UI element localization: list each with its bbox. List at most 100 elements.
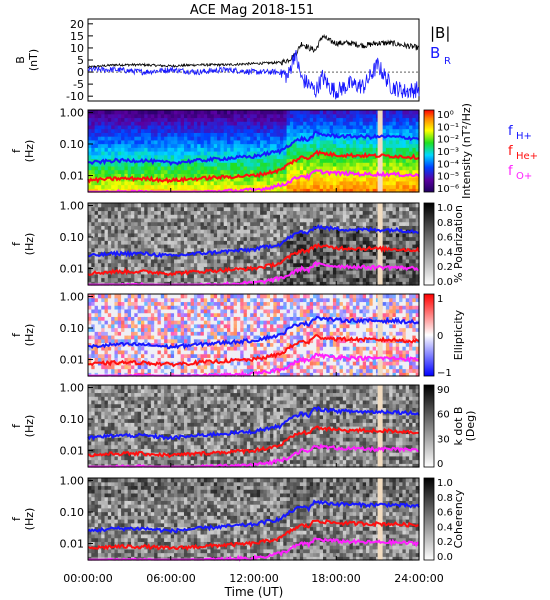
spectrogram-cell [385, 154, 390, 160]
spectrogram-cell [134, 301, 139, 306]
spectrogram-cell [117, 338, 122, 344]
y-tick-label: 0 [77, 66, 84, 79]
spectrogram-cell [154, 180, 159, 186]
spectrogram-cell [266, 229, 271, 234]
spectrogram-cell [157, 151, 162, 156]
spectrogram-cell [137, 180, 142, 186]
spectrogram-cell [104, 132, 109, 137]
spectrogram-cell [329, 217, 334, 223]
spectrogram-cell [144, 173, 149, 178]
spectrogram-cell [147, 180, 152, 186]
spectrogram-cell [147, 349, 152, 355]
spectrogram-cell [170, 273, 175, 279]
spectrogram-cell [164, 169, 169, 174]
spectrogram-cell [213, 113, 218, 119]
spectrogram-cell [240, 262, 245, 267]
spectrogram-cell [160, 277, 165, 282]
spectrogram-cell [131, 136, 135, 141]
y-axis-label: f [10, 241, 23, 246]
spectrogram-cell [117, 353, 122, 358]
spectrogram-cell [88, 316, 92, 321]
spectrogram-cell [124, 180, 129, 186]
spectrogram-cell [197, 136, 202, 141]
spectrogram-cell [369, 281, 374, 286]
spectrogram-cell [273, 158, 278, 163]
spectrogram-cell [107, 169, 112, 174]
spectrogram-cell [121, 255, 126, 260]
spectrogram-cell [286, 158, 291, 163]
spectrogram-cell [389, 139, 394, 145]
spectrogram-cell [339, 165, 344, 171]
spectrogram-cell [197, 173, 202, 178]
spectrogram-cell [137, 316, 142, 321]
spectrogram-cell [88, 217, 92, 223]
spectrogram-cell [223, 203, 228, 208]
spectrogram-cell [250, 113, 255, 119]
spectrogram-cell [299, 262, 304, 267]
spectrogram-cell [289, 214, 294, 219]
spectrogram-cell [127, 361, 132, 366]
spectrogram-cell [91, 338, 96, 344]
spectrogram-cell [183, 281, 188, 286]
spectrogram-cell [319, 173, 324, 178]
spectrogram-cell [117, 210, 122, 215]
spectrogram-cell [243, 225, 248, 230]
spectrogram-cell [94, 206, 99, 212]
spectrogram-cell [366, 273, 370, 279]
spectrogram-cell [299, 225, 304, 230]
spectrogram-cell [293, 147, 298, 152]
spectrogram-cell [336, 128, 341, 133]
spectrogram-cell [97, 206, 102, 212]
spectrogram-cell [111, 294, 116, 299]
spectrogram-cell [260, 151, 265, 156]
colorbar-tick-label: 10⁻¹ [437, 122, 459, 133]
spectrogram-cell [342, 132, 347, 137]
spectrogram-cell [279, 162, 284, 167]
spectrogram-cell [154, 147, 159, 152]
spectrogram-cell [293, 165, 298, 171]
spectrogram-cell [213, 158, 218, 163]
spectrogram-cell [372, 139, 377, 145]
spectrogram-cell [94, 132, 99, 137]
spectrogram-cell [303, 229, 308, 234]
spectrogram-cell [114, 188, 119, 193]
spectrogram-cell [220, 277, 225, 282]
spectrogram-cell [299, 217, 304, 223]
spectrogram-cell [382, 206, 387, 212]
spectrogram-cell [101, 258, 106, 264]
spectrogram-cell [382, 177, 387, 182]
spectrogram-cell [180, 121, 185, 126]
spectrogram-cell [286, 270, 291, 275]
spectrogram-cell [362, 229, 367, 234]
spectrogram-cell [359, 258, 364, 264]
spectrogram-cell [217, 232, 221, 238]
spectrogram-cell [313, 121, 317, 126]
spectrogram-cell [154, 357, 159, 362]
spectrogram-cell [296, 128, 301, 133]
spectrogram-cell [299, 277, 304, 282]
spectrogram-cell [256, 225, 261, 230]
spectrogram-cell [160, 247, 165, 253]
spectrogram-cell [190, 121, 195, 126]
spectrogram-cell [193, 110, 198, 115]
spectrogram-cell [147, 357, 152, 362]
spectrogram-cell [180, 124, 185, 130]
spectrogram-cell [187, 180, 192, 186]
spectrogram-cell [107, 188, 112, 193]
spectrogram-cell [220, 139, 225, 145]
spectrogram-cell [382, 113, 387, 119]
spectrogram-cell [389, 173, 394, 178]
spectrogram-cell [243, 184, 248, 189]
spectrogram-cell [101, 255, 106, 260]
spectrogram-cell [352, 255, 357, 260]
spectrogram-cell [405, 236, 410, 241]
spectrogram-cell [382, 232, 387, 238]
spectrogram-cell [276, 266, 281, 271]
spectrogram-cell [217, 184, 221, 189]
spectrogram-cell [263, 247, 268, 253]
spectrogram-cell [279, 229, 284, 234]
spectrogram-cell [157, 244, 162, 249]
spectrogram-cell [88, 232, 92, 238]
spectrogram-cell [111, 323, 116, 329]
spectrogram-cell [313, 147, 317, 152]
